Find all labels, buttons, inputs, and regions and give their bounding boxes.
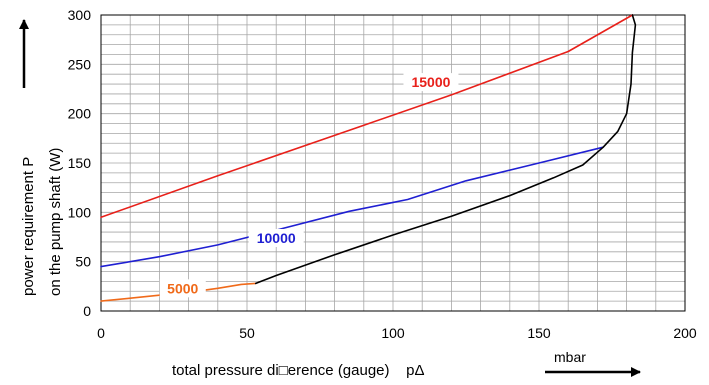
x-tick-label: 100 <box>381 325 405 341</box>
y-tick-label: 150 <box>68 155 92 171</box>
y-tick-label: 300 <box>68 7 92 23</box>
series-label-bg-15000 <box>403 73 459 92</box>
series-label-bg-5000 <box>159 279 206 298</box>
y-axis-label-line1: power requirement P <box>20 157 37 296</box>
y-tick-label: 0 <box>83 303 91 319</box>
x-axis-label: total pressure di□erence (gauge) pΔ <box>172 362 425 379</box>
series-layer <box>100 14 637 302</box>
tick-labels: 0 50 100 150 200 0 50 100 150 200 250 300 <box>68 7 697 341</box>
grid <box>101 15 685 311</box>
plot-frame <box>100 14 686 312</box>
series-line-15000 <box>100 14 634 219</box>
series-labels: 15000 10000 5000 <box>159 73 459 298</box>
y-tick-label: 200 <box>68 106 92 122</box>
y-tick-label: 100 <box>68 204 92 220</box>
x-tick-label: 50 <box>239 325 255 341</box>
y-axis-label-line2: on the pump shaft (W) <box>47 148 64 296</box>
series-label-10000: 10000 <box>257 230 296 246</box>
x-tick-label: 200 <box>673 325 697 341</box>
series-line-limit <box>255 14 637 285</box>
y-tick-label: 250 <box>68 56 92 72</box>
x-tick-label: 0 <box>97 325 105 341</box>
series-label-15000: 15000 <box>411 74 450 90</box>
x-tick-label: 150 <box>527 325 551 341</box>
x-axis-unit: mbar <box>554 349 586 365</box>
y-tick-label: 50 <box>75 254 91 270</box>
series-line-10000 <box>100 146 605 268</box>
series-label-5000: 5000 <box>167 280 198 296</box>
series-label-bg-10000 <box>248 228 304 247</box>
